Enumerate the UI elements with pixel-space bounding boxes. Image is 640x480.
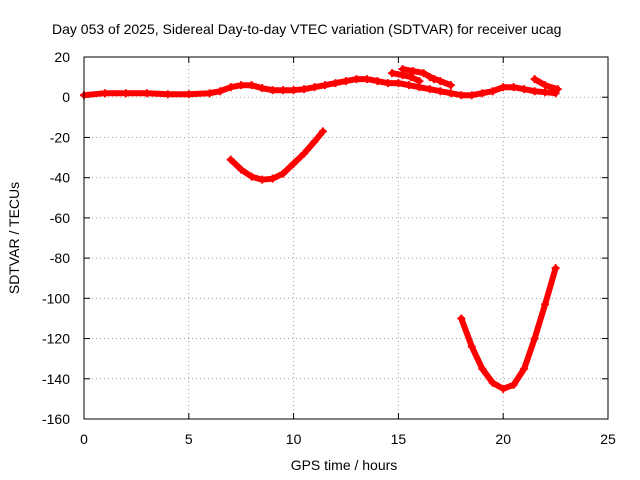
series-group [80,65,562,393]
data-point [321,81,330,90]
data-point [478,89,487,98]
data-point [530,75,539,84]
data-point [425,73,434,82]
data-point [488,87,497,96]
x-tick-label: 5 [185,431,193,447]
data-point [205,89,214,98]
plot-frame [83,56,609,420]
data-point [398,65,407,74]
data-point [121,89,130,98]
data-point [499,384,508,393]
data-point [388,69,397,78]
data-point [499,83,508,92]
data-point [310,83,319,92]
data-point [541,88,550,97]
series-line [227,128,326,183]
data-point [520,85,529,94]
chart-title: Day 053 of 2025, Sidereal Day-to-day VTE… [52,21,561,37]
data-point [300,149,309,158]
data-point [342,77,350,86]
data-point [446,81,455,90]
data-point [467,91,476,100]
y-axis-label: SDTVAR / TECUs [6,182,22,294]
data-point [509,380,518,389]
x-tick-label: 15 [391,431,407,447]
x-tick-label: 20 [495,431,511,447]
data-point [520,364,529,373]
data-point [226,83,235,92]
data-point [488,378,497,387]
data-point [446,89,455,98]
data-point [184,90,193,99]
data-point [551,264,560,273]
data-point [331,79,340,88]
y-tick-label: -120 [42,331,70,347]
data-point [247,172,256,181]
data-point [409,67,418,76]
series-line [458,265,559,392]
x-ticks: 0 5 10 15 20 25 [80,57,616,447]
data-point [142,89,151,98]
data-point [530,87,539,96]
y-tick-label: -80 [50,250,70,266]
data-point [530,334,539,343]
data-point [541,81,550,90]
data-point [310,137,319,146]
x-tick-label: 25 [600,431,616,447]
series-line [389,70,423,85]
data-point [383,79,392,88]
series-line [81,76,559,99]
data-point [404,81,413,90]
data-point [406,73,415,82]
data-point [216,87,225,96]
series-line [531,76,561,93]
y-tick-label: 20 [54,49,70,65]
data-point [226,155,235,164]
data-point [457,91,466,100]
data-point [318,127,327,136]
data-point [373,77,382,86]
data-point [362,75,371,84]
data-point [478,364,487,373]
x-axis-label: GPS time / hours [291,457,398,473]
data-point [425,85,434,94]
data-point [279,169,288,178]
grid [84,57,608,419]
x-tick-label: 0 [80,431,88,447]
data-point [247,81,256,90]
y-tick-label: -140 [42,371,70,387]
data-point [394,79,403,88]
data-point [436,87,445,96]
y-tick-label: -20 [50,129,70,145]
data-point [509,83,518,92]
data-point [415,77,424,86]
data-point [457,314,466,323]
data-point [268,174,277,183]
data-point [553,85,562,94]
data-point [163,90,172,99]
data-point [268,86,277,95]
y-tick-label: -100 [42,290,70,306]
x-tick-label: 10 [286,431,302,447]
y-tick-label: 0 [62,89,70,105]
data-point [541,300,550,309]
data-point [258,175,267,184]
data-point [237,165,246,174]
y-tick-label: -160 [42,411,70,427]
data-point [300,85,309,94]
data-point [258,84,267,93]
data-point [279,86,288,95]
data-point [237,81,246,90]
data-point [436,77,445,86]
data-point [467,342,476,351]
y-tick-label: -40 [50,170,70,186]
data-point [352,75,361,84]
data-point [289,86,298,95]
data-point [100,89,109,98]
y-tick-label: -60 [50,210,70,226]
y-ticks: 20 0 -20 -40 -60 -80 -100 -120 -140 -160 [42,49,608,427]
data-point [289,159,298,168]
data-point [419,69,428,78]
